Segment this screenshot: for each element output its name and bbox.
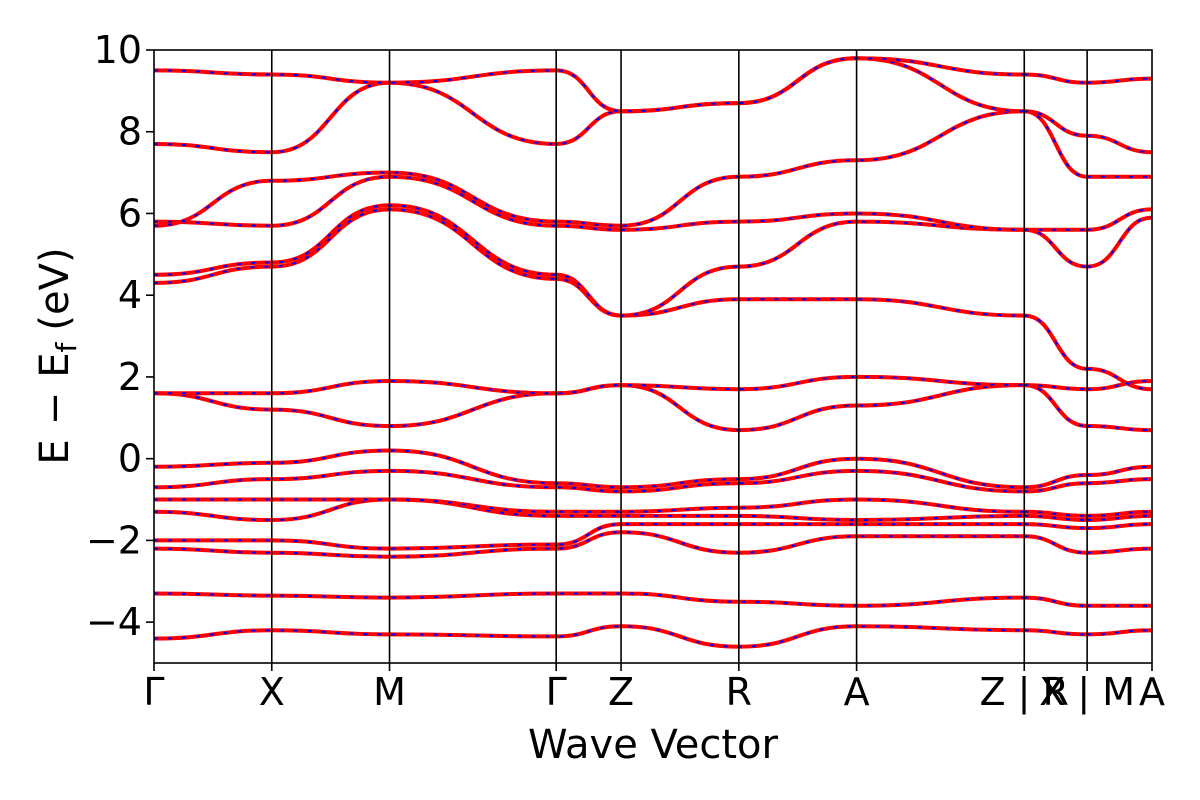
y-tick-label: 6 [118, 191, 142, 235]
band-line-dashed [1024, 110, 1088, 178]
band-line [154, 591, 1025, 608]
band-line-dashed [154, 469, 1025, 493]
band-line [1024, 227, 1088, 269]
band-line [1087, 477, 1152, 486]
x-tick-label: Γ [546, 670, 567, 714]
x-tick-label: Γ [143, 670, 164, 714]
band-line [1087, 424, 1152, 433]
y-label-e: E [32, 439, 78, 464]
y-axis-label: E − Ef (eV) [32, 247, 83, 464]
x-tick-label: A [1139, 670, 1165, 714]
band-line [1024, 383, 1088, 428]
band-line [154, 56, 1025, 114]
band-line-dashed [1087, 380, 1152, 391]
band-line-dashed [154, 449, 1025, 489]
band-line [1087, 522, 1152, 531]
band-line [154, 624, 1025, 649]
band-line [154, 448, 1025, 490]
band-line [1087, 133, 1152, 155]
band-line-dashed [1024, 514, 1088, 521]
band-line-dashed [1087, 523, 1152, 530]
band-line-dashed [1024, 482, 1088, 493]
y-tick-label: 10 [94, 28, 142, 72]
bands-layer [154, 56, 1152, 649]
band-line-dashed [154, 57, 1025, 154]
band-line-dashed [1024, 629, 1088, 636]
band-line-dashed [1024, 384, 1088, 391]
band-line [1087, 366, 1152, 392]
band-line [154, 203, 1025, 318]
band-line [1087, 464, 1152, 477]
band-line-dashed [1024, 523, 1088, 530]
band-line-dashed [1024, 535, 1088, 554]
band-line [1024, 534, 1088, 555]
band-line [154, 468, 1025, 494]
band-line [1024, 109, 1088, 138]
x-tick-label: X [259, 670, 285, 714]
band-line [1087, 76, 1152, 85]
band-line [1087, 546, 1152, 555]
band-line [154, 207, 1025, 318]
band-line-dashed [1087, 134, 1152, 154]
x-tick-label: X | M [1039, 670, 1135, 715]
band-line-dashed [154, 523, 1025, 550]
band-line-dashed [1087, 77, 1152, 84]
band-line-dashed [154, 384, 1025, 432]
y-label-subscript: f [50, 341, 83, 352]
y-tick-label: −2 [86, 518, 142, 562]
band-line [154, 497, 1025, 514]
band-line-dashed [1024, 314, 1088, 370]
plot-frame [153, 49, 1153, 664]
band-line-dashed [1087, 547, 1152, 554]
band-line-dashed [1024, 596, 1088, 607]
y-label-minus: − [32, 392, 78, 426]
band-line-dashed [1087, 478, 1152, 485]
y-label-e2: E [32, 352, 78, 377]
band-line [154, 374, 1025, 396]
y-tick-label: 4 [118, 273, 142, 317]
band-line [154, 497, 1025, 523]
band-line-dashed [154, 57, 1025, 113]
band-line [1087, 628, 1152, 637]
band-line [1087, 207, 1152, 232]
band-line-dashed [1087, 510, 1152, 517]
band-line-dashed [1024, 474, 1088, 489]
y-label-unit: (eV) [32, 247, 78, 330]
x-tick-label: M [373, 670, 406, 714]
band-line-dashed [1087, 425, 1152, 432]
y-axis-ticks: −4 −2 0 2 4 6 8 10 [86, 28, 154, 644]
band-line-dashed [1087, 629, 1152, 636]
band-line-dashed [1024, 510, 1088, 517]
band-line-dashed [154, 531, 1025, 558]
band-line [154, 56, 1025, 155]
x-tick-label: R [726, 670, 752, 714]
x-tick-label: Z | R [980, 670, 1069, 715]
y-tick-label: 8 [118, 110, 142, 154]
band-line-dashed [154, 498, 1025, 522]
band-line-dashed [1024, 73, 1088, 84]
x-tick-label: A [844, 670, 870, 714]
x-axis-label: Wave Vector [528, 722, 779, 768]
x-tick-label: Z [608, 670, 634, 714]
band-line-dashed [1087, 514, 1152, 521]
band-line-dashed [1087, 216, 1152, 268]
y-tick-label: 0 [118, 437, 142, 481]
kpoint-lines [270, 50, 1088, 663]
y-tick-label: −4 [86, 600, 142, 644]
y-tick-label: 2 [118, 355, 142, 399]
band-line-dashed [154, 175, 1025, 231]
band-line-dashed [1087, 465, 1152, 476]
